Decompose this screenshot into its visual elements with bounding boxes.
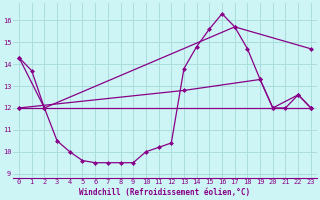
X-axis label: Windchill (Refroidissement éolien,°C): Windchill (Refroidissement éolien,°C) xyxy=(79,188,251,197)
